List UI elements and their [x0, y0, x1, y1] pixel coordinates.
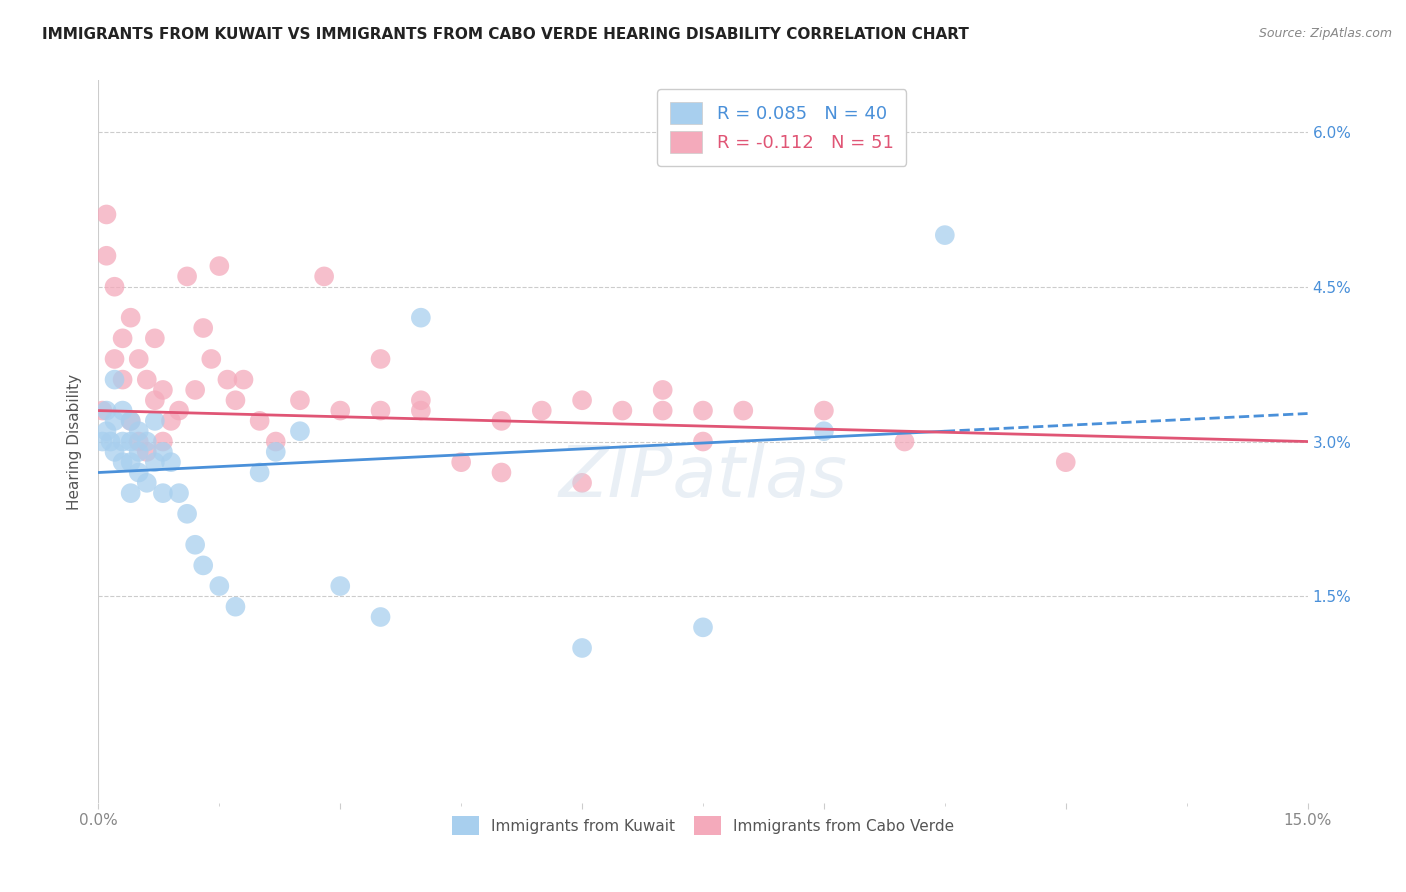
- Point: [152, 486, 174, 500]
- Point: [143, 414, 166, 428]
- Point: [692, 403, 714, 417]
- Point: [176, 269, 198, 284]
- Point: [217, 373, 239, 387]
- Point: [128, 351, 150, 366]
- Point: [160, 414, 183, 428]
- Point: [143, 455, 166, 469]
- Point: [103, 351, 125, 366]
- Point: [571, 640, 593, 655]
- Point: [692, 434, 714, 449]
- Point: [193, 558, 215, 573]
- Point: [264, 434, 287, 449]
- Point: [288, 424, 311, 438]
- Point: [103, 414, 125, 428]
- Point: [200, 351, 222, 366]
- Point: [111, 403, 134, 417]
- Point: [135, 475, 157, 490]
- Point: [152, 434, 174, 449]
- Point: [224, 393, 246, 408]
- Point: [128, 424, 150, 438]
- Point: [208, 259, 231, 273]
- Point: [651, 403, 673, 417]
- Point: [91, 403, 114, 417]
- Point: [120, 414, 142, 428]
- Point: [934, 228, 956, 243]
- Point: [571, 475, 593, 490]
- Point: [176, 507, 198, 521]
- Point: [135, 445, 157, 459]
- Point: [111, 331, 134, 345]
- Point: [128, 445, 150, 459]
- Point: [893, 434, 915, 449]
- Point: [370, 351, 392, 366]
- Text: IMMIGRANTS FROM KUWAIT VS IMMIGRANTS FROM CABO VERDE HEARING DISABILITY CORRELAT: IMMIGRANTS FROM KUWAIT VS IMMIGRANTS FRO…: [42, 27, 969, 42]
- Point: [733, 403, 755, 417]
- Point: [409, 393, 432, 408]
- Point: [232, 373, 254, 387]
- Point: [249, 466, 271, 480]
- Point: [612, 403, 634, 417]
- Point: [120, 486, 142, 500]
- Point: [96, 424, 118, 438]
- Point: [120, 414, 142, 428]
- Point: [143, 331, 166, 345]
- Point: [135, 373, 157, 387]
- Point: [135, 434, 157, 449]
- Point: [96, 403, 118, 417]
- Point: [813, 403, 835, 417]
- Point: [450, 455, 472, 469]
- Point: [193, 321, 215, 335]
- Point: [167, 486, 190, 500]
- Point: [184, 538, 207, 552]
- Point: [329, 403, 352, 417]
- Point: [96, 249, 118, 263]
- Point: [491, 466, 513, 480]
- Point: [128, 466, 150, 480]
- Point: [120, 455, 142, 469]
- Point: [120, 434, 142, 449]
- Point: [409, 310, 432, 325]
- Point: [651, 383, 673, 397]
- Point: [100, 434, 122, 449]
- Point: [208, 579, 231, 593]
- Point: [111, 455, 134, 469]
- Point: [91, 434, 114, 449]
- Point: [264, 445, 287, 459]
- Point: [120, 310, 142, 325]
- Point: [128, 434, 150, 449]
- Point: [103, 279, 125, 293]
- Point: [103, 445, 125, 459]
- Point: [96, 207, 118, 221]
- Point: [314, 269, 336, 284]
- Point: [103, 373, 125, 387]
- Point: [288, 393, 311, 408]
- Point: [491, 414, 513, 428]
- Point: [160, 455, 183, 469]
- Point: [571, 393, 593, 408]
- Point: [329, 579, 352, 593]
- Point: [692, 620, 714, 634]
- Point: [409, 403, 432, 417]
- Legend: Immigrants from Kuwait, Immigrants from Cabo Verde: Immigrants from Kuwait, Immigrants from …: [441, 805, 965, 846]
- Y-axis label: Hearing Disability: Hearing Disability: [67, 374, 83, 509]
- Point: [111, 434, 134, 449]
- Point: [224, 599, 246, 614]
- Point: [111, 373, 134, 387]
- Point: [184, 383, 207, 397]
- Point: [370, 610, 392, 624]
- Point: [143, 393, 166, 408]
- Point: [152, 445, 174, 459]
- Point: [249, 414, 271, 428]
- Point: [813, 424, 835, 438]
- Point: [1054, 455, 1077, 469]
- Text: ZIPatlas: ZIPatlas: [558, 443, 848, 512]
- Point: [152, 383, 174, 397]
- Text: Source: ZipAtlas.com: Source: ZipAtlas.com: [1258, 27, 1392, 40]
- Point: [167, 403, 190, 417]
- Point: [530, 403, 553, 417]
- Point: [370, 403, 392, 417]
